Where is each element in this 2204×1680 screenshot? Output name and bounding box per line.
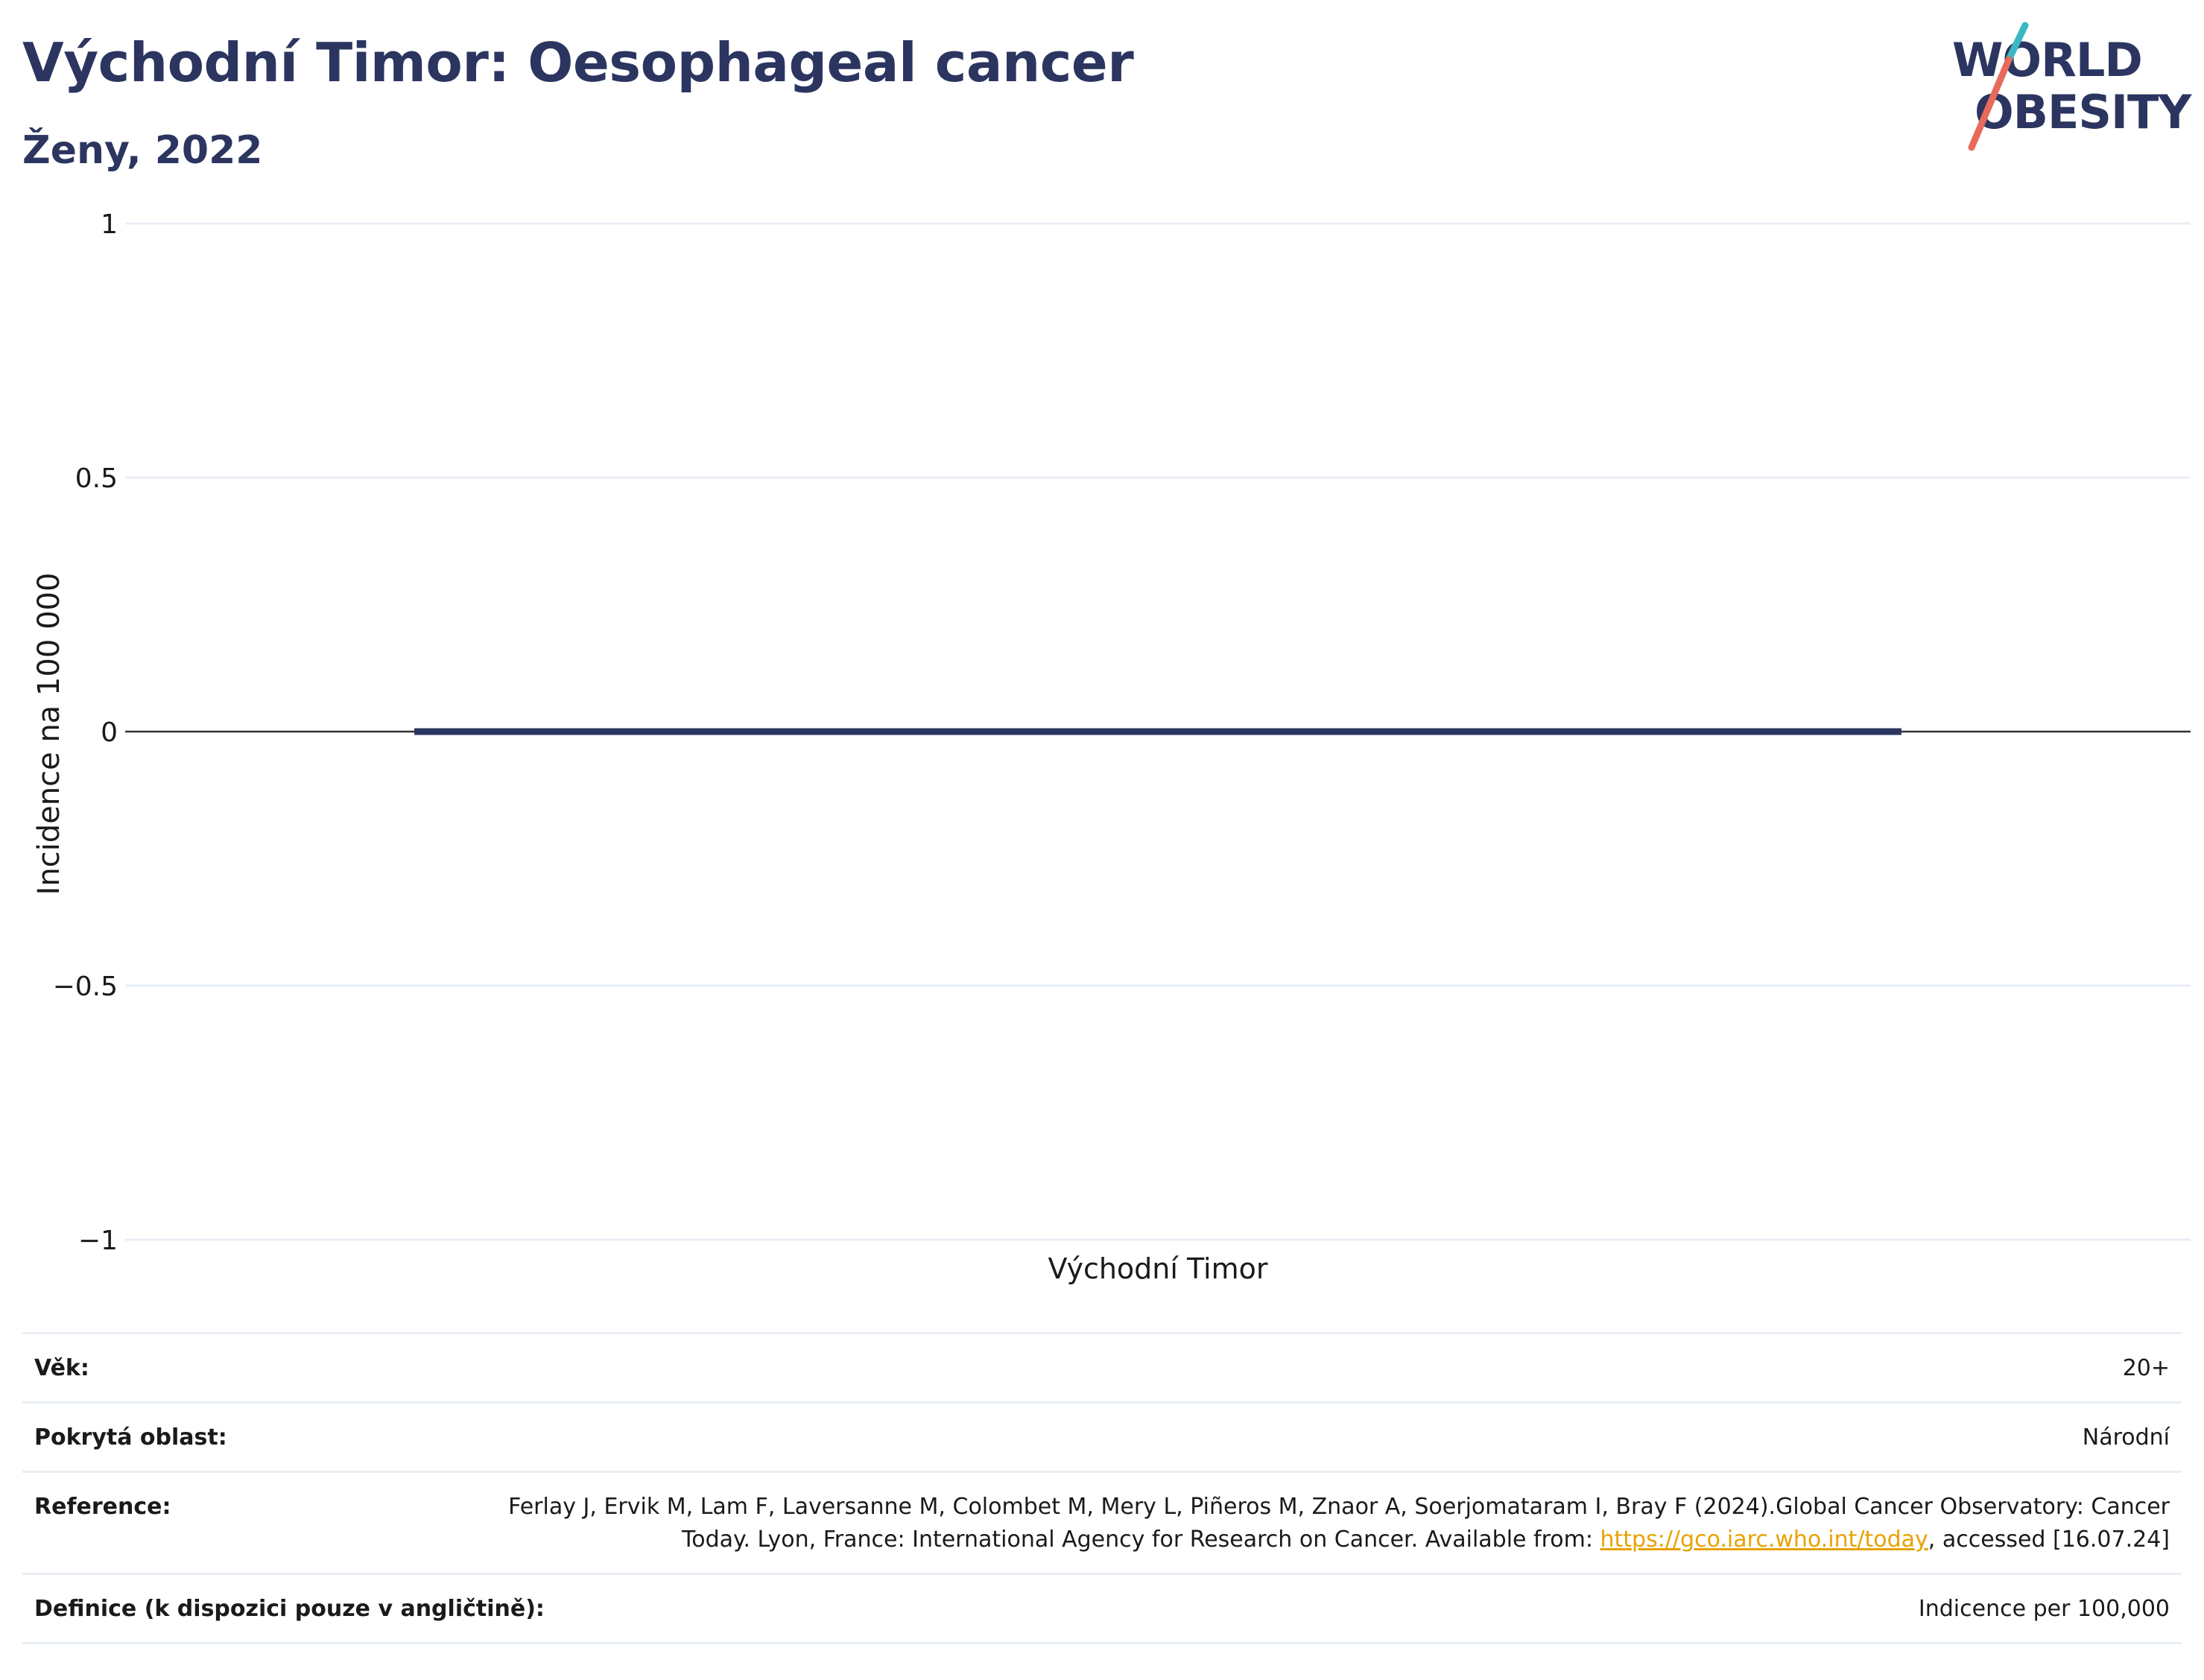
y-tick-label: 1 bbox=[101, 209, 118, 240]
bar bbox=[414, 728, 1901, 735]
world-obesity-logo: WORLD OBESITY bbox=[1937, 21, 2191, 155]
age-label: Věk: bbox=[34, 1355, 89, 1381]
y-tick-label: 0.5 bbox=[75, 463, 118, 494]
info-row-definition: Definice (k dispozici pouze v angličtině… bbox=[22, 1575, 2182, 1644]
reference-text: Ferlay J, Ervik M, Lam F, Laversanne M, … bbox=[508, 1494, 2170, 1553]
reference-label: Reference: bbox=[34, 1494, 171, 1520]
definition-value: Indicence per 100,000 bbox=[1918, 1596, 2170, 1622]
info-row-reference: Reference: Ferlay J, Ervik M, Lam F, Lav… bbox=[22, 1473, 2182, 1575]
logo-word-world: WORLD bbox=[1952, 33, 2143, 87]
y-tick-label: −0.5 bbox=[53, 971, 118, 1002]
bar-chart: 1 0.5 0 −0.5 −1 Východní Timor bbox=[0, 194, 2204, 1296]
reference-accessed: , accessed [16.07.24] bbox=[1928, 1527, 2170, 1553]
y-tick-label: 0 bbox=[101, 717, 118, 748]
logo-slash-icon bbox=[1968, 22, 2029, 151]
reference-value: Ferlay J, Ervik M, Lam F, Laversanne M, … bbox=[493, 1491, 2170, 1556]
y-tick-label: −1 bbox=[78, 1226, 118, 1256]
x-tick-label: Východní Timor bbox=[1048, 1252, 1267, 1285]
reference-link[interactable]: https://gco.iarc.who.int/today bbox=[1600, 1527, 1928, 1553]
coverage-label: Pokrytá oblast: bbox=[34, 1424, 227, 1451]
coverage-value: Národní bbox=[2082, 1424, 2170, 1451]
y-axis-title-text: Incidence na 100 000 bbox=[32, 572, 66, 896]
chart-subtitle: Ženy, 2022 bbox=[22, 128, 263, 173]
info-table: Věk: 20+ Pokrytá oblast: Národní Referen… bbox=[22, 1332, 2182, 1644]
logo-word-obesity: OBESITY bbox=[1975, 85, 2191, 139]
chart-plot-area: 1 0.5 0 −0.5 −1 Východní Timor bbox=[53, 209, 2191, 1285]
info-row-age: Věk: 20+ bbox=[22, 1334, 2182, 1404]
chart-title: Východní Timor: Oesophageal cancer bbox=[22, 31, 1134, 94]
info-row-coverage: Pokrytá oblast: Národní bbox=[22, 1404, 2182, 1473]
definition-label: Definice (k dispozici pouze v angličtině… bbox=[34, 1596, 545, 1622]
age-value: 20+ bbox=[2122, 1355, 2170, 1381]
